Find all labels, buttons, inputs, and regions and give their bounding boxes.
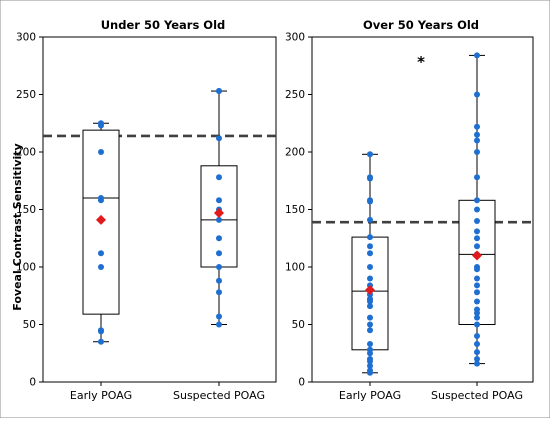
data-point [474, 360, 480, 367]
y-tick-label: 200 [16, 147, 36, 159]
category-label-suspected-poag: Suspected POAG [431, 389, 523, 402]
data-point [216, 277, 222, 284]
data-point [474, 123, 480, 130]
data-point [367, 243, 373, 250]
data-point [98, 122, 104, 129]
data-point [474, 314, 480, 321]
data-point [367, 341, 373, 348]
data-point [474, 131, 480, 138]
mean-marker [214, 207, 224, 218]
data-point [367, 175, 373, 182]
y-tick-label: 250 [16, 89, 36, 101]
mean-marker [472, 250, 482, 261]
data-point [216, 197, 222, 204]
data-point [216, 88, 222, 95]
data-point [474, 341, 480, 348]
data-point [474, 310, 480, 316]
y-tick-label: 0 [29, 377, 36, 389]
data-point [474, 266, 480, 273]
data-point [474, 218, 480, 224]
data-point [367, 321, 373, 328]
data-point [474, 349, 480, 356]
data-point [367, 298, 373, 305]
data-point [98, 250, 104, 257]
panel-under-50: Under 50 Years Old 0 50 100 150 200 250 300 Earl… [16, 18, 277, 402]
data-point [474, 235, 480, 242]
data-point [474, 91, 480, 98]
y-axis-label: Foveal Contrast Sensitivity [11, 143, 24, 310]
data-point [367, 151, 373, 158]
data-point [367, 198, 373, 205]
category-label-early-poag: Early POAG [339, 389, 401, 402]
y-tick-label: 150 [285, 204, 305, 216]
y-tick-label: 250 [285, 89, 305, 101]
data-point [474, 356, 480, 362]
data-point [216, 321, 222, 328]
category-label-early-poag: Early POAG [70, 389, 132, 402]
data-point [216, 174, 222, 181]
data-point [474, 149, 480, 155]
data-point [98, 264, 104, 270]
data-point [367, 362, 373, 369]
data-point [474, 333, 480, 339]
data-point [98, 149, 104, 155]
data-point [98, 328, 104, 335]
y-tick-label: 0 [298, 377, 305, 389]
data-point [367, 314, 373, 321]
data-point [367, 234, 373, 241]
data-point [98, 338, 104, 345]
data-point [98, 197, 104, 204]
data-point [474, 275, 480, 282]
y-tick-label: 300 [16, 32, 36, 44]
data-point [216, 216, 222, 223]
data-point [474, 282, 480, 289]
data-point [216, 313, 222, 320]
data-point [367, 350, 373, 357]
box-suspected-poag [200, 165, 238, 268]
y-tick-label: 50 [23, 319, 36, 331]
data-point [216, 289, 222, 296]
y-tick-label: 150 [16, 204, 36, 216]
data-point [474, 137, 480, 144]
y-tick-label: 50 [292, 319, 305, 331]
data-point [474, 243, 480, 250]
data-point [367, 216, 373, 223]
data-point [367, 327, 373, 334]
data-point [367, 303, 373, 310]
data-point [216, 235, 222, 242]
y-tick-label: 100 [285, 262, 305, 274]
data-point [474, 52, 480, 59]
data-point [474, 289, 480, 296]
data-point [474, 228, 480, 235]
panel-over-50: Over 50 Years Old 0 50 100 150 200 250 300 * Earl… [285, 18, 534, 402]
data-point [216, 135, 222, 142]
data-point [216, 250, 222, 257]
data-point [216, 264, 222, 270]
data-point [474, 298, 480, 305]
significance-marker: * [417, 53, 425, 71]
data-point [367, 275, 373, 282]
y-tick-label: 300 [285, 32, 305, 44]
y-tick-label: 100 [16, 262, 36, 274]
mean-marker [365, 285, 375, 295]
data-point [367, 358, 373, 365]
panel-title: Over 50 Years Old [363, 18, 479, 32]
data-point [474, 197, 480, 204]
data-point [474, 321, 480, 328]
panel-title: Under 50 Years Old [101, 18, 226, 32]
data-point [474, 206, 480, 213]
data-point [367, 250, 373, 257]
data-point [474, 174, 480, 181]
data-point [367, 264, 373, 270]
category-label-suspected-poag: Suspected POAG [173, 389, 265, 402]
data-point [367, 369, 373, 376]
mean-marker [96, 214, 106, 225]
y-tick-label: 200 [285, 147, 305, 159]
